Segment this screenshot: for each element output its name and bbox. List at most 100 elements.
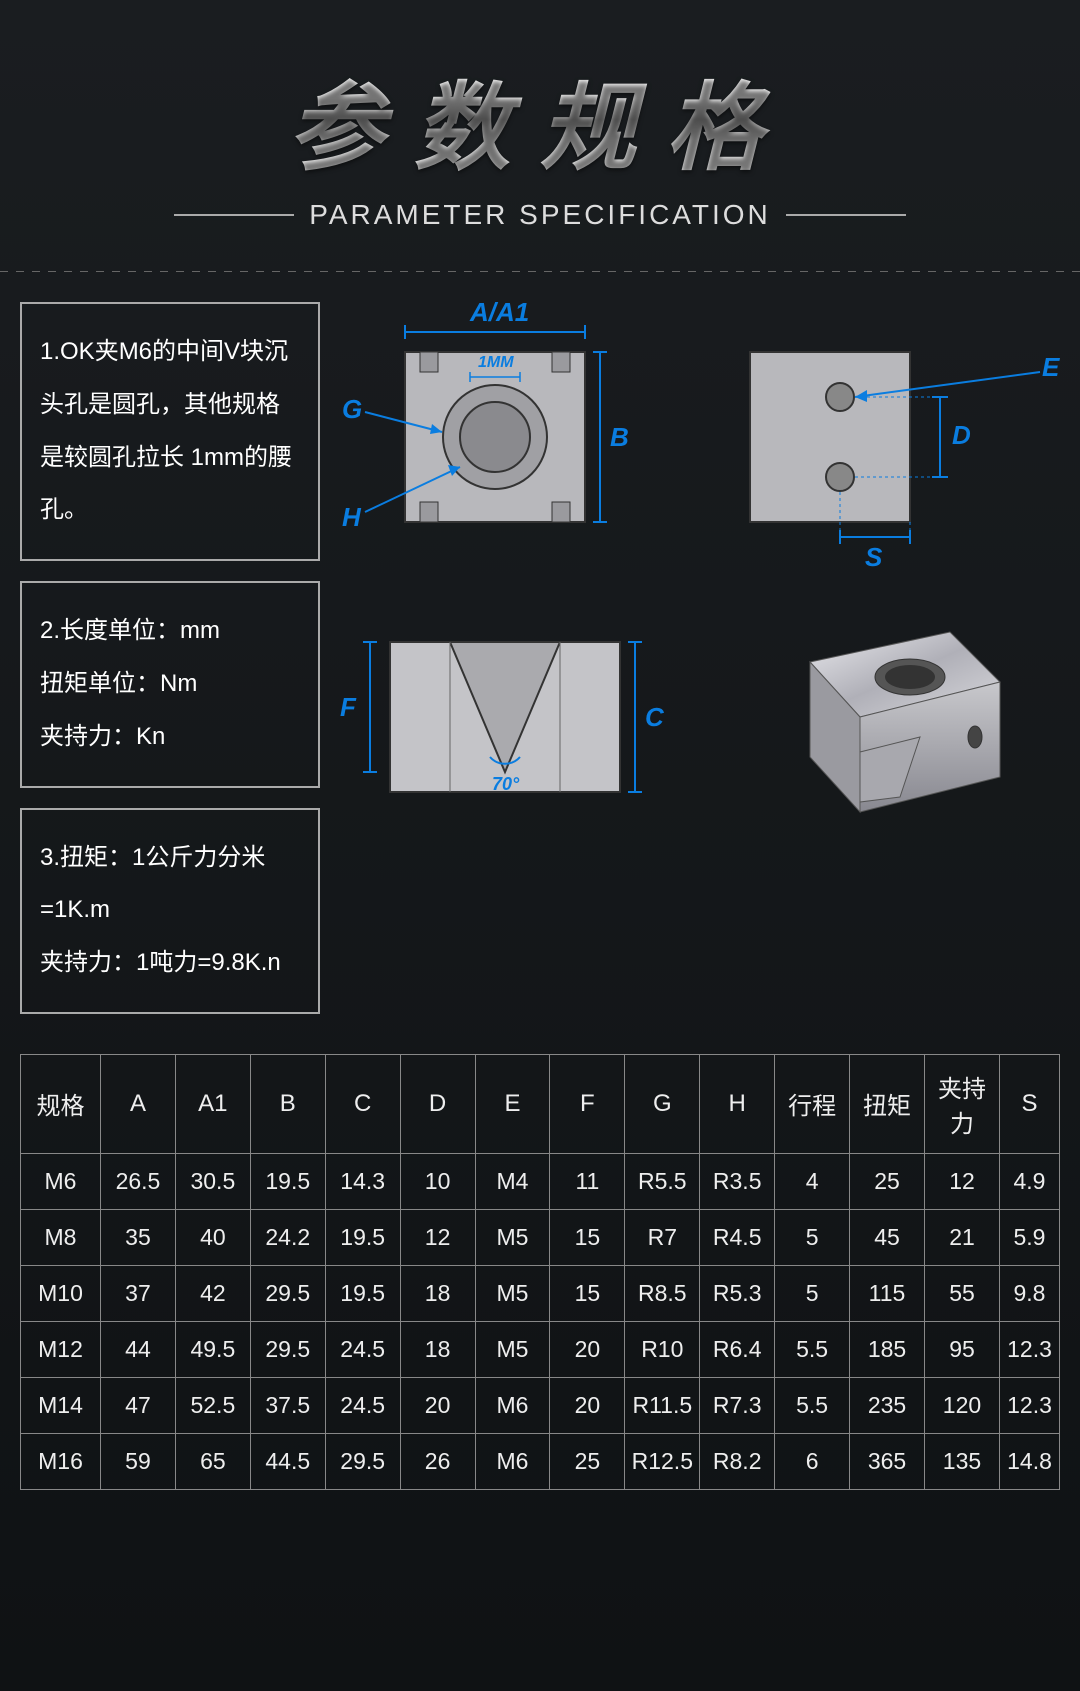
table-cell: 37 [101,1265,176,1321]
dashed-divider [0,271,1080,272]
table-cell: M6 [21,1153,101,1209]
table-cell: 37.5 [250,1377,325,1433]
table-cell: 29.5 [250,1321,325,1377]
table-cell: 365 [850,1433,925,1489]
table-header-cell: H [700,1054,775,1153]
diagram-side-view: E D S [720,302,1060,562]
table-row: M8354024.219.512M515R7R4.5545215.9 [21,1209,1060,1265]
table-cell: 9.8 [1000,1265,1060,1321]
table-cell: R12.5 [625,1433,700,1489]
table-header-cell: A1 [175,1054,250,1153]
table-cell: 24.2 [250,1209,325,1265]
diagram-3d-render [750,602,1030,842]
table-cell: R10 [625,1321,700,1377]
divider-line-right [786,214,906,216]
table-header-cell: A [101,1054,176,1153]
table-cell: 5 [775,1265,850,1321]
table-cell: 185 [850,1321,925,1377]
table-cell: 44 [101,1321,176,1377]
table-cell: 12.3 [1000,1321,1060,1377]
table-cell: 24.5 [325,1377,400,1433]
table-row: M144752.537.524.520M620R11.5R7.35.523512… [21,1377,1060,1433]
table-cell: 18 [400,1321,475,1377]
divider-line-left [174,214,294,216]
table-cell: 26.5 [101,1153,176,1209]
table-cell: M14 [21,1377,101,1433]
note-box-3: 3.扭矩：1公斤力分米=1K.m 夹持力：1吨力=9.8K.n [20,808,320,1014]
table-cell: 5 [775,1209,850,1265]
table-cell: 29.5 [250,1265,325,1321]
table-cell: R5.3 [700,1265,775,1321]
table-row: M626.530.519.514.310M411R5.5R3.5425124.9 [21,1153,1060,1209]
notes-column: 1.OK夹M6的中间V块沉头孔是圆孔，其他规格是较圆孔拉长 1mm的腰孔。 2.… [20,302,320,1034]
table-cell: M6 [475,1377,550,1433]
label-h: H [342,502,361,533]
table-cell: 26 [400,1433,475,1489]
table-header-cell: D [400,1054,475,1153]
table-cell: M8 [21,1209,101,1265]
table-cell: R8.5 [625,1265,700,1321]
table-cell: 19.5 [325,1265,400,1321]
table-row: M124449.529.524.518M520R10R6.45.51859512… [21,1321,1060,1377]
table-cell: 19.5 [250,1153,325,1209]
table-cell: 115 [850,1265,925,1321]
table-cell: 6 [775,1433,850,1489]
table-cell: 15 [550,1209,625,1265]
table-cell: 24.5 [325,1321,400,1377]
label-g: G [342,394,362,425]
table-cell: M5 [475,1209,550,1265]
table-header-cell: 规格 [21,1054,101,1153]
subtitle: PARAMETER SPECIFICATION [309,199,771,231]
table-cell: M5 [475,1265,550,1321]
table-cell: 35 [101,1209,176,1265]
label-c: C [645,702,664,733]
label-1mm: 1MM [478,354,514,372]
table-cell: 42 [175,1265,250,1321]
spec-table-head: 规格AA1BCDEFGH行程扭矩夹持力S [21,1054,1060,1153]
note-box-1: 1.OK夹M6的中间V块沉头孔是圆孔，其他规格是较圆孔拉长 1mm的腰孔。 [20,302,320,561]
table-cell: 45 [850,1209,925,1265]
main-title: 参数规格 [0,50,1080,189]
note-box-2: 2.长度单位：mm 扭矩单位：Nm 夹持力：Kn [20,581,320,787]
table-cell: 11 [550,1153,625,1209]
table-cell: 12 [400,1209,475,1265]
table-header-cell: 行程 [775,1054,850,1153]
table-cell: 65 [175,1433,250,1489]
table-cell: 18 [400,1265,475,1321]
spec-table-body: M626.530.519.514.310M411R5.5R3.5425124.9… [21,1153,1060,1489]
table-cell: 29.5 [325,1433,400,1489]
table-cell: 120 [924,1377,999,1433]
table-header-cell: 夹持力 [924,1054,999,1153]
label-d: D [952,420,971,451]
table-cell: 235 [850,1377,925,1433]
table-cell: 10 [400,1153,475,1209]
table-header-cell: 扭矩 [850,1054,925,1153]
table-cell: 5.5 [775,1377,850,1433]
table-cell: M10 [21,1265,101,1321]
label-f: F [340,692,356,723]
table-cell: 30.5 [175,1153,250,1209]
table-cell: 19.5 [325,1209,400,1265]
table-cell: 95 [924,1321,999,1377]
table-cell: 15 [550,1265,625,1321]
table-cell: 44.5 [250,1433,325,1489]
table-header-cell: C [325,1054,400,1153]
table-cell: 14.3 [325,1153,400,1209]
table-cell: 25 [850,1153,925,1209]
table-cell: 47 [101,1377,176,1433]
table-cell: 20 [550,1321,625,1377]
table-cell: 20 [550,1377,625,1433]
table-cell: M4 [475,1153,550,1209]
diagrams-column: A/A1 1MM G H B [350,302,1060,1034]
table-cell: 135 [924,1433,999,1489]
table-cell: 21 [924,1209,999,1265]
table-cell: R5.5 [625,1153,700,1209]
label-s: S [865,542,882,573]
content-area: 1.OK夹M6的中间V块沉头孔是圆孔，其他规格是较圆孔拉长 1mm的腰孔。 2.… [0,302,1080,1034]
table-header-cell: S [1000,1054,1060,1153]
table-cell: 5.9 [1000,1209,1060,1265]
table-cell: M16 [21,1433,101,1489]
table-header-cell: F [550,1054,625,1153]
table-cell: 40 [175,1209,250,1265]
table-cell: 5.5 [775,1321,850,1377]
